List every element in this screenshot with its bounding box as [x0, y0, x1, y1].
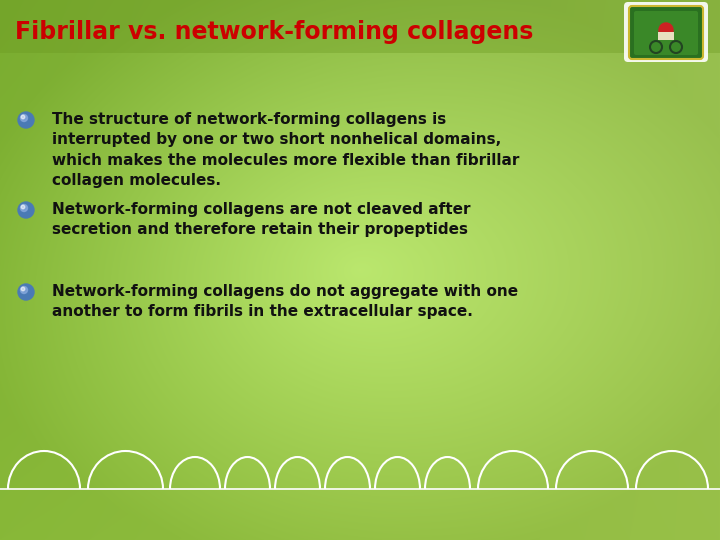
Circle shape [21, 287, 24, 291]
Bar [0, 0, 720, 53]
FancyBboxPatch shape [634, 11, 698, 55]
Circle shape [18, 112, 34, 128]
Circle shape [659, 23, 673, 37]
Circle shape [20, 114, 27, 122]
Bar [658, 32, 674, 40]
Circle shape [21, 205, 24, 209]
FancyBboxPatch shape [624, 2, 708, 62]
Circle shape [18, 202, 34, 218]
Circle shape [20, 205, 27, 212]
Circle shape [18, 284, 34, 300]
Text: Network-forming collagens do not aggregate with one
another to form fibrils in t: Network-forming collagens do not aggrega… [52, 284, 518, 319]
Text: Network-forming collagens are not cleaved after
secretion and therefore retain t: Network-forming collagens are not cleave… [52, 202, 470, 238]
Text: The structure of network-forming collagens is
interrupted by one or two short no: The structure of network-forming collage… [52, 112, 519, 188]
Circle shape [20, 287, 27, 294]
FancyBboxPatch shape [629, 6, 703, 59]
Circle shape [21, 115, 24, 119]
Text: Fibrillar vs. network-forming collagens: Fibrillar vs. network-forming collagens [15, 20, 534, 44]
